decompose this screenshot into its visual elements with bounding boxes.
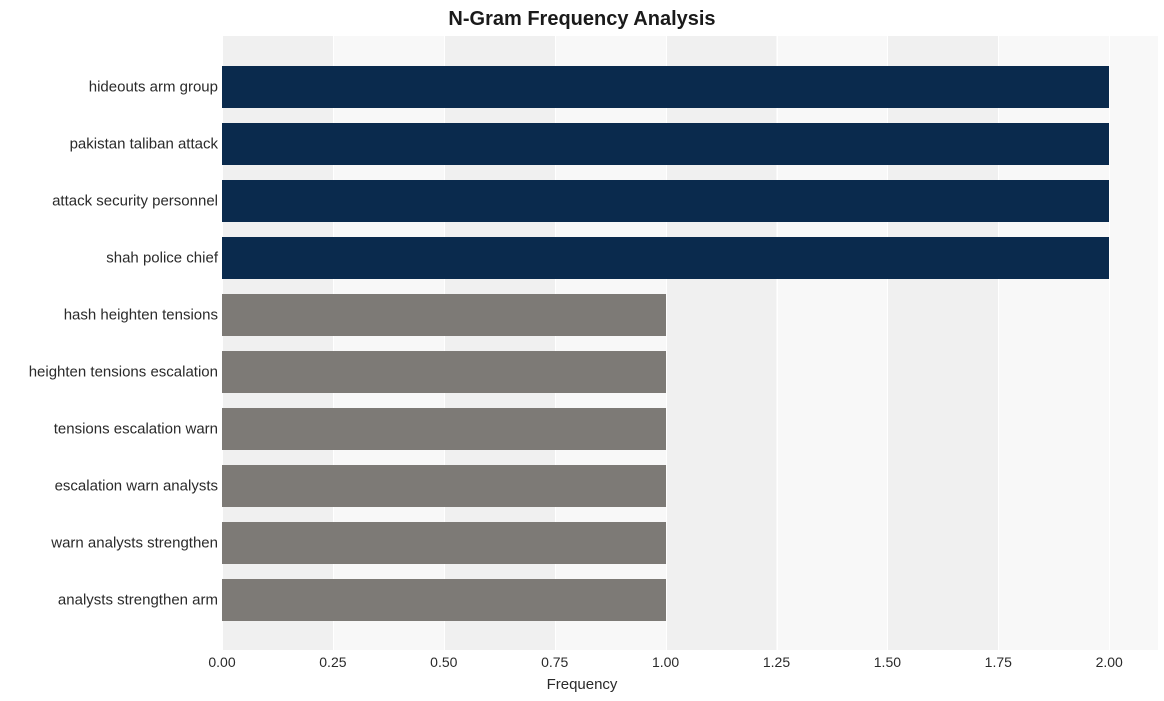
- y-axis-label: warn analysts strengthen: [51, 535, 218, 552]
- x-axis-tick-label: 0.50: [430, 654, 457, 670]
- y-axis-label: attack security personnel: [52, 193, 218, 210]
- bar: [222, 579, 666, 621]
- bar: [222, 522, 666, 564]
- bar: [222, 123, 1109, 165]
- x-axis-tick-label: 1.50: [874, 654, 901, 670]
- y-axis-label: hideouts arm group: [89, 79, 218, 96]
- bar: [222, 351, 666, 393]
- bar: [222, 294, 666, 336]
- bar: [222, 66, 1109, 108]
- bar: [222, 465, 666, 507]
- gridline: [1109, 36, 1110, 650]
- x-axis-title: Frequency: [547, 676, 618, 693]
- x-axis-tick-label: 1.00: [652, 654, 679, 670]
- y-axis-label: analysts strengthen arm: [58, 592, 218, 609]
- plot-area: [222, 36, 1158, 650]
- chart-container: N-Gram Frequency Analysis hideouts arm g…: [0, 0, 1164, 701]
- y-axis-label: pakistan taliban attack: [70, 136, 218, 153]
- bar: [222, 180, 1109, 222]
- x-axis-tick-label: 1.75: [985, 654, 1012, 670]
- y-axis-label: shah police chief: [106, 250, 218, 267]
- x-axis-tick-label: 1.25: [763, 654, 790, 670]
- y-axis-label: tensions escalation warn: [54, 421, 218, 438]
- bar: [222, 408, 666, 450]
- y-axis-label: hash heighten tensions: [64, 307, 218, 324]
- y-axis-label: heighten tensions escalation: [29, 364, 218, 381]
- x-axis-tick-label: 0.25: [319, 654, 346, 670]
- x-axis-tick-label: 0.75: [541, 654, 568, 670]
- chart-title: N-Gram Frequency Analysis: [448, 8, 715, 31]
- bar: [222, 237, 1109, 279]
- y-axis-label: escalation warn analysts: [55, 478, 218, 495]
- x-axis-tick-label: 2.00: [1096, 654, 1123, 670]
- x-axis-tick-label: 0.00: [208, 654, 235, 670]
